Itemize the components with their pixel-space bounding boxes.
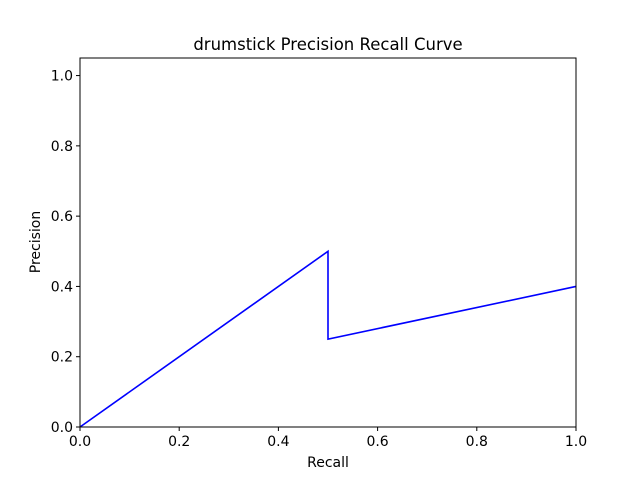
y-tick-label: 0.2 xyxy=(51,350,73,366)
x-axis-ticks: 0.0 0.2 0.4 0.6 0.8 1.0 xyxy=(69,427,587,450)
y-axis-label: Precision xyxy=(28,211,44,273)
x-tick-label: 0.0 xyxy=(69,434,91,450)
x-tick-label: 1.0 xyxy=(565,434,587,450)
y-tick-label: 1.0 xyxy=(51,69,73,85)
x-tick-label: 0.4 xyxy=(267,434,289,450)
y-tick-label: 0.0 xyxy=(51,420,73,436)
y-axis-ticks: 0.0 0.2 0.4 0.6 0.8 1.0 xyxy=(51,69,80,436)
x-tick-label: 0.6 xyxy=(366,434,388,450)
pr-curve-line xyxy=(79,249,577,428)
y-tick-label: 0.4 xyxy=(51,279,73,295)
x-tick-label: 0.2 xyxy=(168,434,190,450)
y-tick-label: 0.8 xyxy=(51,139,73,155)
plot-background xyxy=(80,58,576,427)
plot-area xyxy=(79,57,577,428)
series-layer xyxy=(79,249,577,428)
plot-frame xyxy=(79,57,577,428)
x-axis-label: Recall xyxy=(307,455,349,471)
chart-title: drumstick Precision Recall Curve xyxy=(193,35,462,54)
x-tick-label: 0.8 xyxy=(466,434,488,450)
y-tick-label: 0.6 xyxy=(51,209,73,225)
